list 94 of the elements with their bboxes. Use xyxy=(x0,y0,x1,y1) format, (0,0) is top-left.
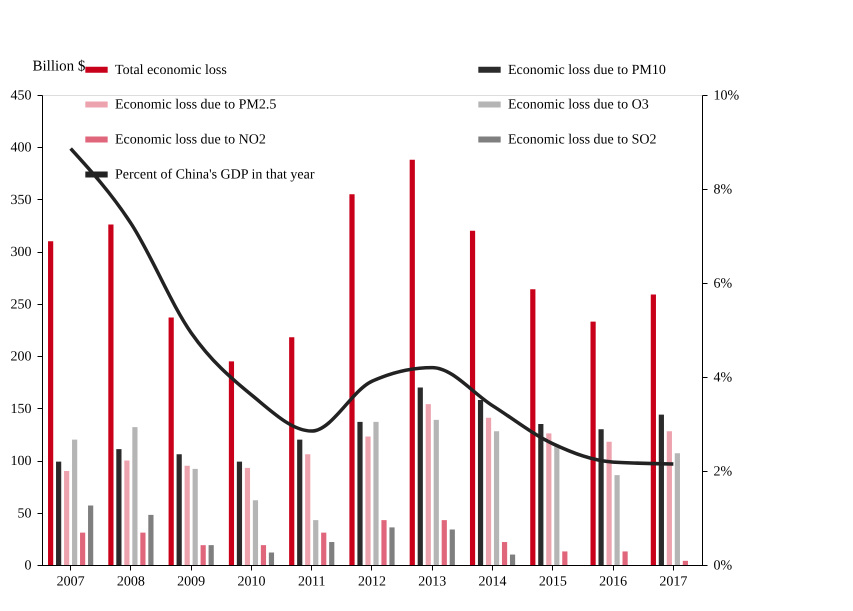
y-tick-label: 300 xyxy=(10,245,32,260)
bar xyxy=(124,460,130,565)
bar xyxy=(313,520,318,565)
bar xyxy=(494,431,500,565)
x-tick-label: 2013 xyxy=(418,574,446,590)
y-tick-label: 0 xyxy=(24,558,32,574)
bar xyxy=(192,468,198,565)
y2-tick-label: 6% xyxy=(714,276,732,292)
x-tick-label: 2014 xyxy=(478,574,507,590)
bar xyxy=(650,294,656,565)
x-tick-label: 2015 xyxy=(538,574,567,590)
legend-label: Economic loss due to PM2.5 xyxy=(115,98,276,112)
legend-label: Economic loss due to SO2 xyxy=(508,132,657,148)
bar xyxy=(80,532,86,565)
x-tick-label: 2008 xyxy=(116,574,145,590)
bar xyxy=(381,520,387,565)
y-tick-label: 200 xyxy=(10,350,32,365)
bar xyxy=(606,442,612,565)
bar xyxy=(373,422,379,565)
bar xyxy=(590,322,596,565)
x-tick-label: 2007 xyxy=(56,574,85,590)
bar xyxy=(470,230,476,565)
x-tick-label: 2010 xyxy=(237,574,266,590)
x-tick-label: 2016 xyxy=(599,574,628,590)
bar xyxy=(502,542,508,565)
x-tick-label: 2017 xyxy=(659,574,688,590)
y-tick-label: 50 xyxy=(18,506,32,522)
bar xyxy=(108,224,114,565)
bar xyxy=(56,462,62,565)
bar xyxy=(546,433,552,565)
y-tick-label: 450 xyxy=(10,88,32,104)
bar xyxy=(116,449,122,565)
y-axis-title: Billion $ xyxy=(32,58,86,74)
y-tick-label: 400 xyxy=(10,140,32,156)
bar xyxy=(200,545,206,565)
bar xyxy=(434,420,439,565)
bar xyxy=(140,532,146,565)
bar xyxy=(132,427,138,565)
x-tick-label: 2011 xyxy=(298,574,326,590)
bar xyxy=(682,560,688,565)
y-tick-label: 250 xyxy=(10,297,32,312)
bar xyxy=(486,418,492,565)
legend-label: Economic loss due to NO2 xyxy=(115,132,266,148)
bar xyxy=(622,551,628,565)
bar xyxy=(305,454,310,565)
bar xyxy=(614,475,620,565)
bar xyxy=(442,520,447,565)
bar xyxy=(88,505,94,565)
bar xyxy=(510,554,516,565)
bar xyxy=(554,444,560,565)
bar xyxy=(674,453,680,565)
y2-tick-label: 10% xyxy=(714,88,740,104)
bar xyxy=(48,241,54,565)
bar xyxy=(365,436,371,565)
bar xyxy=(176,454,182,565)
y-tick-label: 150 xyxy=(10,402,32,417)
bar xyxy=(260,545,266,565)
bar xyxy=(357,422,363,565)
x-tick-label: 2012 xyxy=(358,574,386,590)
bar xyxy=(321,532,326,565)
y-tick-label: 100 xyxy=(10,454,32,470)
y2-tick-label: 0% xyxy=(714,558,732,574)
bar xyxy=(410,160,415,565)
bar xyxy=(297,440,302,565)
y2-tick-label: 2% xyxy=(714,464,732,480)
y2-tick-label: 4% xyxy=(714,370,732,386)
bar xyxy=(252,500,258,565)
legend-label: Economic loss due to O3 xyxy=(508,98,649,112)
bar xyxy=(666,431,672,565)
bar xyxy=(64,471,70,565)
bar xyxy=(228,361,234,565)
bar xyxy=(289,337,294,565)
bar xyxy=(418,387,423,565)
bar xyxy=(72,440,78,565)
legend-label: Percent of China's GDP in that year xyxy=(115,168,315,182)
bar xyxy=(450,529,455,565)
bar xyxy=(268,552,274,565)
bar xyxy=(389,527,395,565)
bar xyxy=(148,514,154,565)
bar xyxy=(426,404,431,565)
legend-label: Total economic loss xyxy=(115,62,227,78)
bar xyxy=(168,317,174,565)
y2-tick-label: 8% xyxy=(714,182,732,198)
bar xyxy=(562,551,568,565)
bar xyxy=(329,542,334,565)
x-tick-label: 2009 xyxy=(177,574,206,590)
legend-label: Economic loss due to PM10 xyxy=(508,62,666,78)
bar xyxy=(236,462,242,565)
bar xyxy=(530,289,536,565)
bar xyxy=(244,468,250,565)
bar xyxy=(184,466,190,565)
y-tick-label: 350 xyxy=(10,192,32,208)
bar xyxy=(208,545,214,565)
bar xyxy=(349,194,355,565)
